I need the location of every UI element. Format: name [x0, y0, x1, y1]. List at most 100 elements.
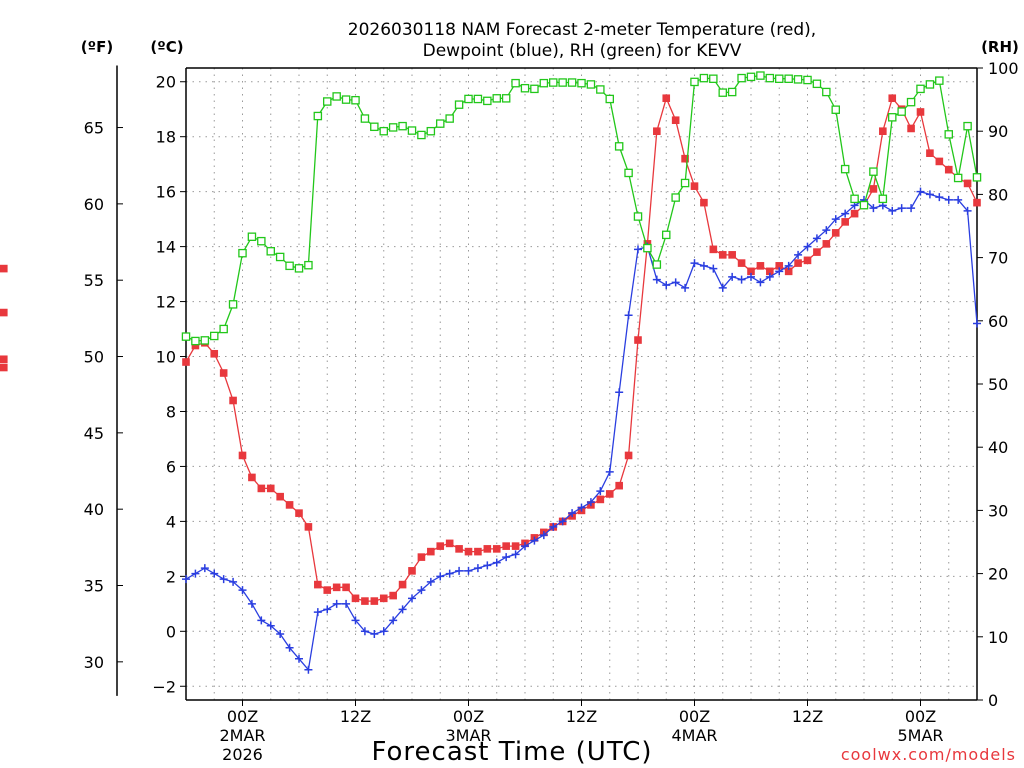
dewpoint-point: [925, 190, 934, 199]
dewpoint-point: [822, 226, 831, 235]
temperature-point: [0, 264, 8, 273]
dewpoint-point: [954, 195, 963, 204]
rh-tick-label: 50: [988, 375, 1008, 394]
temperature-point: [398, 580, 407, 589]
dewpoint-point: [897, 204, 906, 213]
rh-point: [520, 83, 530, 93]
rh-point: [831, 105, 841, 114]
dewpoint-point: [257, 616, 266, 625]
rh-point: [944, 130, 954, 139]
rh-point: [313, 111, 323, 121]
rh-tick-label: 60: [988, 312, 1008, 331]
temperature-point: [634, 336, 642, 344]
celsius-tick-label: 2: [166, 567, 176, 586]
dewpoint-point: [728, 272, 737, 281]
temperature-point: [784, 267, 793, 276]
rh-point: [219, 324, 228, 334]
temperature-point: [0, 308, 8, 317]
rh-tick-label: 20: [988, 565, 1008, 584]
rh-point: [916, 84, 925, 94]
temperature-point: [455, 545, 463, 553]
dewpoint-point: [229, 577, 238, 586]
rh-point: [953, 173, 963, 183]
celsius-tick-label: 16: [156, 183, 176, 202]
temperature-point: [464, 547, 473, 556]
temperature-point: [417, 553, 426, 561]
temperature-point: [879, 127, 887, 135]
dewpoint-point: [521, 542, 529, 551]
rh-point: [972, 173, 982, 182]
rh-point: [775, 74, 784, 83]
dewpoint-point: [511, 550, 520, 559]
temperature-point: [756, 262, 765, 270]
temperature-point: [248, 473, 256, 482]
dewpoint-point: [709, 264, 718, 273]
rh-line: [185, 74, 978, 342]
credit-text: coolwx.com/models: [841, 745, 1016, 764]
rh-point: [746, 72, 756, 82]
dewpoint-point: [539, 531, 548, 540]
temperature-point: [276, 492, 284, 501]
rh-point: [407, 126, 417, 135]
rh-point: [624, 168, 633, 178]
fahrenheit-tick-label: 30: [84, 653, 104, 672]
axes: [116, 65, 978, 701]
rh-point: [577, 78, 586, 88]
temperature-point: [841, 218, 849, 226]
rh-point: [614, 142, 624, 151]
dewpoint-point: [605, 467, 614, 476]
rh-tick-label: 0: [988, 691, 998, 710]
temperature-point: [191, 341, 200, 350]
dewpoint-point: [342, 599, 351, 608]
temperature-point: [502, 542, 510, 550]
fahrenheit-axis-unit: (ºF): [81, 38, 113, 56]
temperature-point: [775, 262, 784, 270]
dewpoint-point: [464, 566, 473, 575]
rh-point: [473, 94, 483, 104]
rh-point: [304, 260, 313, 270]
celsius-tick-label: 12: [156, 293, 176, 312]
x-tick-date-label: 2MAR: [219, 726, 265, 745]
temperature-point: [728, 251, 736, 259]
dewpoint-point: [323, 605, 332, 614]
temperature-point: [285, 501, 294, 509]
rh-point: [765, 73, 775, 83]
dewpoint-point: [662, 281, 671, 290]
dewpoint-point: [219, 575, 228, 584]
celsius-tick-label: 10: [156, 348, 176, 367]
dewpoint-point: [907, 204, 916, 213]
chart-title-line1: 2026030118 NAM Forecast 2-meter Temperat…: [348, 20, 816, 40]
temperature-point: [257, 484, 266, 493]
dewpoint-point: [747, 272, 755, 281]
rh-point: [812, 79, 822, 89]
dewpoint-point: [332, 599, 341, 608]
dewpoint-point: [794, 250, 803, 259]
celsius-tick-label: 0: [166, 622, 176, 641]
temperature-point: [295, 509, 303, 517]
rh-point: [379, 126, 388, 136]
temperature-point: [511, 542, 520, 550]
rh-point: [756, 71, 765, 80]
rh-point: [370, 122, 379, 132]
fahrenheit-tick-label: 65: [84, 119, 104, 138]
temperature-point: [963, 179, 972, 188]
dewpoint-point: [238, 586, 247, 595]
temperature-point: [907, 124, 915, 133]
rh-point: [869, 167, 878, 176]
temperature-point: [662, 94, 671, 103]
dewpoint-point: [681, 283, 690, 292]
rh-point: [596, 85, 605, 94]
dewpoint-point: [737, 275, 746, 284]
dewpoint-point: [182, 575, 190, 584]
rh-point: [539, 78, 549, 88]
temperature-point: [408, 567, 416, 575]
fahrenheit-tick-label: 40: [84, 500, 104, 519]
dewpoint-point: [869, 204, 878, 213]
temperature-point: [389, 591, 397, 600]
dewpoint-point: [473, 564, 482, 573]
temperature-point: [483, 545, 492, 553]
rh-point: [549, 78, 558, 87]
rh-tick-label: 80: [988, 185, 1008, 204]
rh-tick-label: 70: [988, 249, 1008, 268]
rh-tick-label: 100: [988, 59, 1019, 78]
